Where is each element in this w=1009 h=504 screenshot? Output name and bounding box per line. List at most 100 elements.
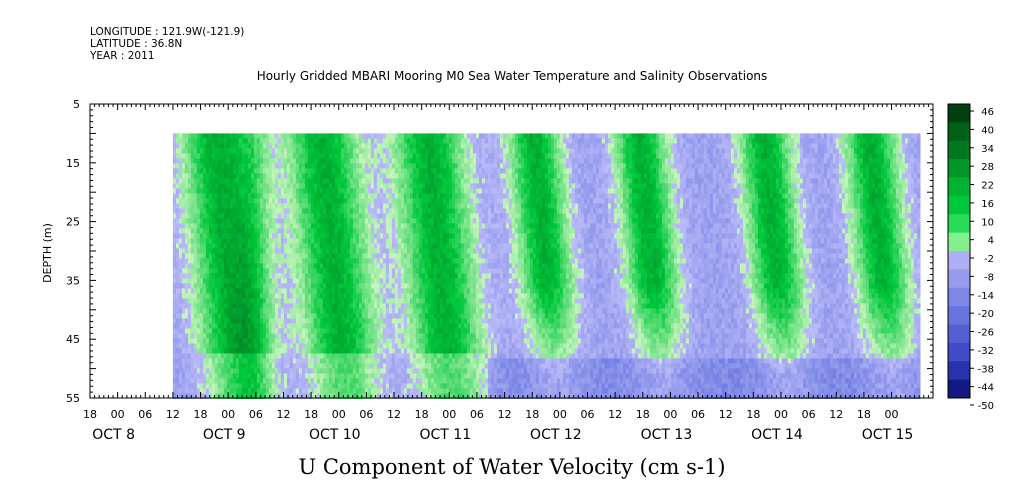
heatmap-cell: [181, 233, 186, 239]
heatmap-cell: [226, 238, 231, 244]
heatmap-cell: [196, 378, 201, 384]
heatmap-cell: [217, 253, 222, 259]
heatmap-cell: [190, 353, 195, 359]
heatmap-cell: [220, 383, 225, 389]
heatmap-cell: [250, 153, 255, 159]
heatmap-cell: [175, 188, 180, 194]
heatmap-cell: [253, 218, 258, 224]
heatmap-cell: [265, 223, 270, 229]
heatmap-cell: [175, 183, 180, 189]
heatmap-cell: [277, 218, 282, 224]
heatmap-cell: [220, 253, 225, 259]
heatmap-cell: [190, 273, 195, 279]
heatmap-cell: [181, 273, 186, 279]
heatmap-cell: [208, 188, 213, 194]
heatmap-cell: [217, 278, 222, 284]
heatmap-cell: [268, 153, 273, 159]
heatmap-cell: [271, 163, 276, 169]
heatmap-cell: [211, 293, 216, 299]
heatmap-cell: [196, 278, 201, 284]
heatmap-cell: [220, 183, 225, 189]
heatmap-cell: [208, 383, 213, 389]
heatmap-cell: [223, 273, 228, 279]
heatmap-cell: [250, 363, 255, 369]
heatmap-cell: [202, 303, 207, 309]
heatmap-cell: [202, 288, 207, 294]
heatmap-cell: [184, 213, 189, 219]
heatmap-cell: [208, 318, 213, 324]
heatmap-cell: [211, 348, 216, 354]
heatmap-cell: [202, 268, 207, 274]
heatmap-cell: [199, 168, 204, 174]
heatmap-cell: [229, 138, 234, 144]
heatmap-cell: [235, 153, 240, 159]
heatmap-cell: [199, 198, 204, 204]
heatmap-cell: [199, 303, 204, 309]
heatmap-cell: [181, 183, 186, 189]
heatmap-cell: [190, 318, 195, 324]
heatmap-cell: [208, 323, 213, 329]
heatmap-cell: [250, 233, 255, 239]
heatmap-cell: [256, 353, 261, 359]
heatmap-cell: [190, 298, 195, 304]
heatmap-cell: [283, 238, 288, 244]
heatmap-cell: [274, 388, 279, 394]
heatmap-cell: [277, 303, 282, 309]
heatmap-cell: [256, 188, 261, 194]
heatmap-cell: [193, 143, 198, 149]
heatmap-cell: [187, 163, 192, 169]
heatmap-cell: [178, 153, 183, 159]
heatmap-cell: [277, 388, 282, 394]
heatmap-cell: [238, 208, 243, 214]
heatmap-cell: [244, 358, 249, 364]
heatmap-cell: [241, 263, 246, 269]
heatmap-cell: [184, 268, 189, 274]
heatmap-cell: [247, 238, 252, 244]
heatmap-cell: [250, 338, 255, 344]
heatmap-cell: [271, 358, 276, 364]
heatmap-cell: [178, 183, 183, 189]
heatmap-cell: [211, 273, 216, 279]
heatmap-cell: [238, 368, 243, 374]
heatmap-cell: [211, 203, 216, 209]
heatmap-cell: [208, 258, 213, 264]
heatmap-cell: [232, 253, 237, 259]
heatmap-cell: [274, 293, 279, 299]
heatmap-cell: [229, 318, 234, 324]
heatmap-cell: [235, 243, 240, 249]
heatmap-cell: [235, 373, 240, 379]
heatmap-cell: [238, 288, 243, 294]
heatmap-cell: [193, 368, 198, 374]
heatmap-cell: [211, 378, 216, 384]
heatmap-cell: [253, 213, 258, 219]
heatmap-cell: [268, 333, 273, 339]
heatmap-cell: [226, 343, 231, 349]
heatmap-cell: [172, 363, 177, 369]
heatmap-cell: [205, 148, 210, 154]
heatmap-cell: [175, 303, 180, 309]
heatmap-cell: [187, 333, 192, 339]
heatmap-cell: [268, 303, 273, 309]
heatmap-cell: [172, 358, 177, 364]
heatmap-cell: [280, 253, 285, 259]
heatmap-cell: [241, 193, 246, 199]
heatmap-cell: [226, 218, 231, 224]
heatmap-cell: [271, 378, 276, 384]
heatmap-cell: [277, 293, 282, 299]
heatmap-cell: [214, 173, 219, 179]
heatmap-cell: [220, 258, 225, 264]
heatmap-cell: [187, 218, 192, 224]
heatmap-cell: [208, 198, 213, 204]
heatmap-cell: [211, 168, 216, 174]
heatmap-cell: [184, 183, 189, 189]
heatmap-cell: [205, 378, 210, 384]
heatmap-cell: [184, 143, 189, 149]
heatmap-cell: [265, 283, 270, 289]
heatmap-cell: [253, 188, 258, 194]
heatmap-cell: [193, 188, 198, 194]
heatmap-cell: [214, 168, 219, 174]
heatmap-cell: [265, 243, 270, 249]
heatmap-cell: [193, 198, 198, 204]
heatmap-cell: [238, 298, 243, 304]
heatmap-cell: [241, 358, 246, 364]
